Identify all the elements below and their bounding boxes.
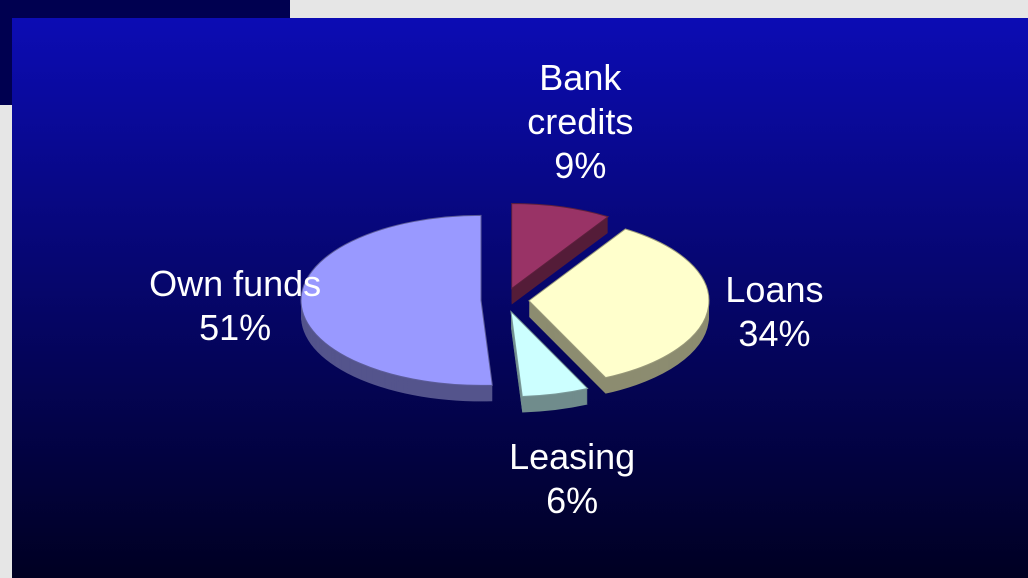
slice-label: Own funds bbox=[149, 262, 322, 304]
slice-value-label: 34% bbox=[738, 312, 811, 354]
slice bbox=[511, 202, 610, 290]
slice bbox=[528, 228, 710, 379]
slice-value-label: 6% bbox=[546, 480, 599, 522]
slice-label: Bank credits bbox=[527, 57, 634, 143]
slice-value-label: 9% bbox=[554, 145, 607, 187]
slice-label: Leasing bbox=[509, 436, 636, 478]
slice bbox=[510, 310, 589, 397]
slice-label: Loans bbox=[725, 268, 824, 310]
slice-value-label: 51% bbox=[199, 306, 272, 348]
slice bbox=[300, 214, 493, 386]
